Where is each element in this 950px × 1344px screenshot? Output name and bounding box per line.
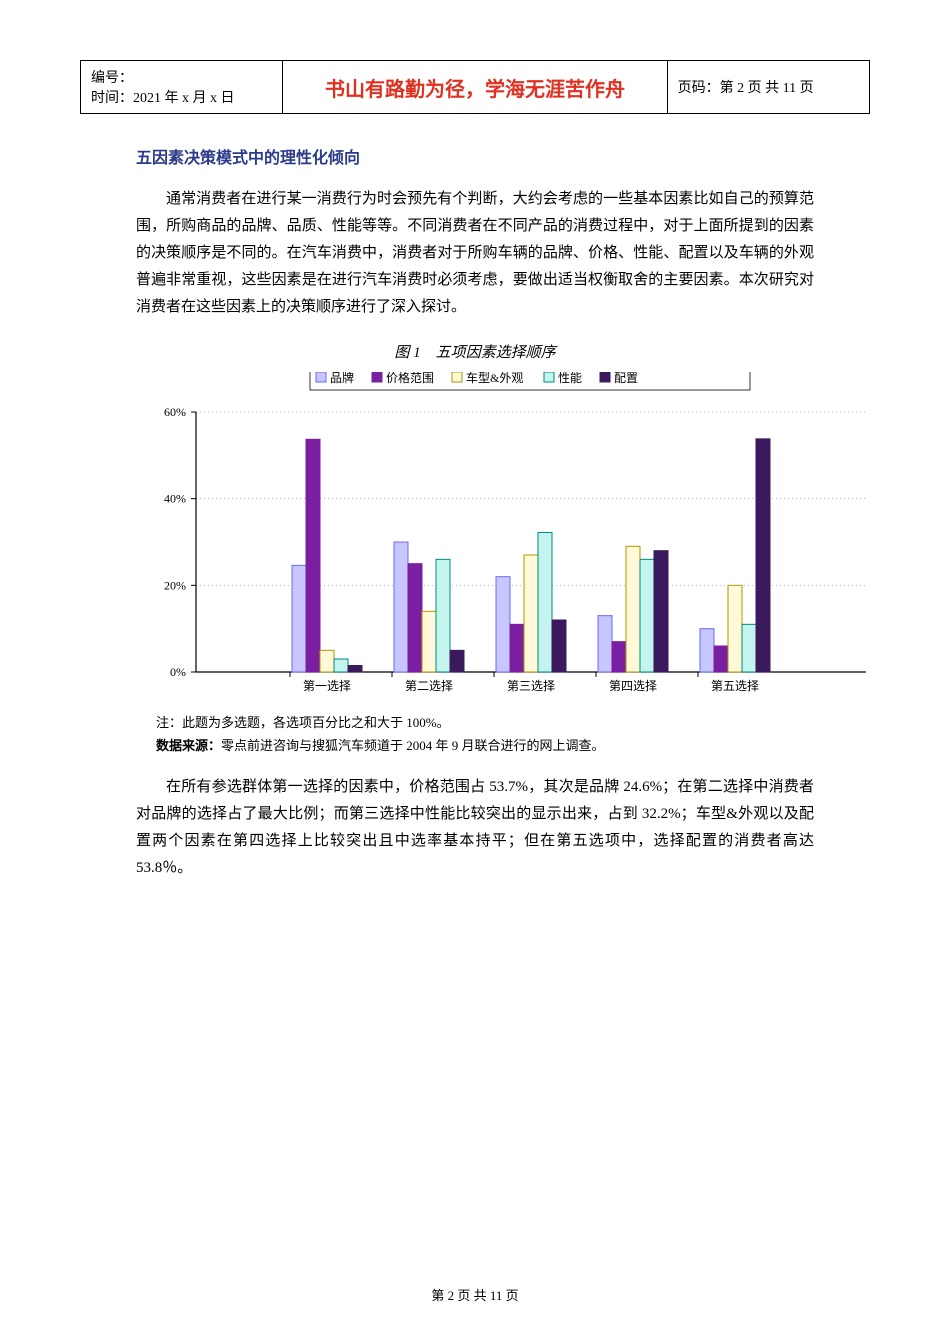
- svg-text:第二选择: 第二选择: [405, 679, 453, 693]
- chart-source: 数据来源：零点前进咨询与搜狐汽车频道于 2004 年 9 月联合进行的网上调查。: [156, 735, 870, 754]
- header-table: 编号： 时间：2021 年 x 月 x 日 书山有路勤为径，学海无涯苦作舟 页码…: [80, 60, 870, 114]
- chart-title: 图 1 五项因素选择顺序: [136, 341, 814, 362]
- source-text: 零点前进咨询与搜狐汽车频道于 2004 年 9 月联合进行的网上调查。: [221, 738, 605, 753]
- page-footer: 第 2 页 共 11 页: [0, 1285, 950, 1304]
- header-mid-cell: 书山有路勤为径，学海无涯苦作舟: [283, 61, 667, 114]
- svg-text:第一选择: 第一选择: [303, 679, 351, 693]
- chart-container: 图 1 五项因素选择顺序 0% 20% 40% 60% 第一选择 第二选择 第三选择 第四选择…: [136, 341, 814, 702]
- svg-text:第四选择: 第四选择: [609, 679, 657, 693]
- source-label: 数据来源：: [156, 738, 221, 753]
- svg-text:60%: 60%: [164, 405, 186, 419]
- header-page-label: 页码：第 2 页 共 11 页: [678, 81, 814, 96]
- page-root: 编号： 时间：2021 年 x 月 x 日 书山有路勤为径，学海无涯苦作舟 页码…: [0, 0, 950, 934]
- svg-text:配置: 配置: [614, 372, 638, 385]
- svg-text:第三选择: 第三选择: [507, 679, 555, 693]
- section-title: 五因素决策模式中的理性化倾向: [136, 144, 870, 168]
- svg-text:20%: 20%: [164, 578, 186, 592]
- svg-text:车型&外观: 车型&外观: [466, 372, 523, 385]
- header-left-cell: 编号： 时间：2021 年 x 月 x 日: [81, 61, 283, 114]
- bar-chart: 0% 20% 40% 60% 第一选择 第二选择 第三选择 第四选择 第五选择 品牌 价格范围 车型&…: [136, 372, 876, 702]
- header-title: 书山有路勤为径，学海无涯苦作舟: [325, 79, 625, 101]
- paragraph-1: 通常消费者在进行某一消费行为时会预先有个判断，大约会考虑的一些基本因素比如自己的…: [136, 186, 814, 321]
- svg-text:品牌: 品牌: [330, 372, 354, 385]
- header-id-label: 编号：: [91, 67, 272, 87]
- paragraph-2: 在所有参选群体第一选择的因素中，价格范围占 53.7%，其次是品牌 24.6%；…: [136, 774, 814, 882]
- chart-note: 注：此题为多选题，各选项百分比之和大于 100%。: [156, 712, 870, 731]
- svg-text:性能: 性能: [558, 372, 582, 385]
- svg-text:价格范围: 价格范围: [386, 372, 434, 385]
- header-date-label: 时间：2021 年 x 月 x 日: [91, 87, 272, 107]
- svg-text:40%: 40%: [164, 492, 186, 506]
- svg-text:第五选择: 第五选择: [711, 679, 759, 693]
- header-right-cell: 页码：第 2 页 共 11 页: [667, 61, 869, 114]
- svg-text:0%: 0%: [170, 665, 186, 679]
